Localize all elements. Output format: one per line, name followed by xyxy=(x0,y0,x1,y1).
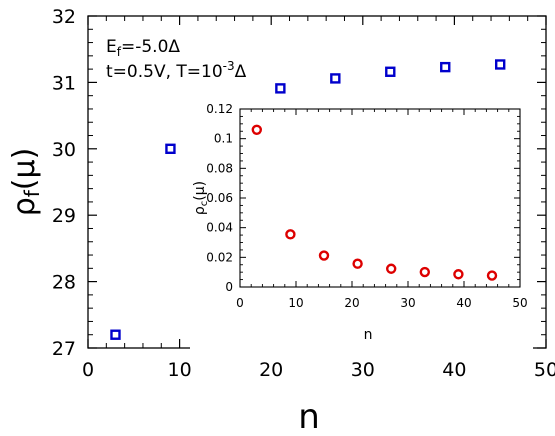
inset-x-axis-label: n xyxy=(364,327,373,343)
annotation-e-sub: f xyxy=(117,45,122,59)
inset-y-tick-label: 0.08 xyxy=(206,161,233,175)
inset-data-point xyxy=(453,269,464,280)
main-data-point xyxy=(165,143,176,155)
inset-plot: 0 10 20 30 40 50 0 0.02 0.04 0.06 0.08 0.1 0.12 n ρ… xyxy=(190,100,533,350)
main-data-point xyxy=(385,66,396,77)
inset-data-point xyxy=(486,270,498,281)
main-data-point xyxy=(275,83,286,94)
inset-y-label-suffix: (μ) xyxy=(192,181,208,201)
main-y-tick-label: 29 xyxy=(52,205,76,227)
inset-y-ticks: 0 0.02 0.04 0.06 0.08 0.1 0.12 xyxy=(206,102,520,294)
inset-y-tick-label: 0.06 xyxy=(206,191,233,205)
main-y-label-suffix: (μ) xyxy=(7,148,42,191)
inset-y-tick-label: 0.02 xyxy=(206,250,233,264)
inset-y-tick-label: 0 xyxy=(225,280,233,294)
annotation-e-rest: =-5.0Δ xyxy=(121,37,180,57)
annotation-line-2: t=0.5V, T=10-3Δ xyxy=(106,59,247,82)
main-x-tick-label: 40 xyxy=(442,359,466,381)
main-y-tick-label: 32 xyxy=(52,6,76,28)
inset-data-point xyxy=(419,266,430,278)
main-y-tick-label: 30 xyxy=(52,139,76,161)
inset-x-tick-label: 50 xyxy=(512,296,527,310)
annotation-t-main: t=0.5V, T=10 xyxy=(106,62,223,82)
annotation-t-sup: -3 xyxy=(223,59,235,73)
main-data-point xyxy=(330,73,341,84)
inset-x-tick-label: 20 xyxy=(344,296,359,310)
main-x-tick-label: 10 xyxy=(168,359,192,381)
inset-y-label-base: ρ xyxy=(192,206,208,215)
main-y-label-base: ρ xyxy=(7,197,42,216)
main-y-tick-label: 27 xyxy=(52,338,76,360)
main-x-tick-label: 0 xyxy=(82,359,94,381)
inset-y-axis-label: ρc(μ) xyxy=(192,181,210,215)
inset-x-tick-label: 30 xyxy=(400,296,415,310)
main-y-ticks: 27 28 29 30 31 32 xyxy=(52,6,546,360)
main-y-tick-label: 28 xyxy=(52,272,76,294)
main-data-point xyxy=(440,61,451,73)
inset-x-ticks: 0 10 20 30 40 50 xyxy=(236,109,528,310)
inset-y-tick-label: 0.04 xyxy=(206,221,233,235)
inset-data-point xyxy=(352,258,363,269)
main-y-label-sub: f xyxy=(20,189,44,197)
inset-data-points xyxy=(251,124,498,281)
main-x-tick-label: 20 xyxy=(259,359,283,381)
inset-data-point xyxy=(386,263,397,274)
inset-data-point xyxy=(318,250,330,261)
inset-x-tick-label: 0 xyxy=(236,296,244,310)
main-data-point xyxy=(495,59,506,70)
main-x-tick-label: 50 xyxy=(534,359,555,381)
main-x-tick-label: 30 xyxy=(351,359,375,381)
inset-y-label-sub: c xyxy=(199,201,210,207)
inset-data-point xyxy=(285,229,296,240)
annotation-line-1: Ef=-5.0Δ xyxy=(106,37,180,59)
inset-y-tick-label: 0.12 xyxy=(206,102,233,116)
inset-y-tick-label: 0.1 xyxy=(214,132,233,146)
main-y-tick-label: 31 xyxy=(52,72,76,94)
inset-x-tick-label: 40 xyxy=(456,296,471,310)
inset-x-tick-label: 10 xyxy=(288,296,303,310)
main-data-point xyxy=(110,329,121,340)
main-x-axis-label: n xyxy=(298,397,320,436)
main-y-axis-label: ρf(μ) xyxy=(7,148,44,217)
inset-background xyxy=(190,100,533,350)
inset-data-point xyxy=(251,124,262,135)
annotation-e-base: E xyxy=(106,37,117,57)
annotation-t-tail: Δ xyxy=(235,62,247,82)
